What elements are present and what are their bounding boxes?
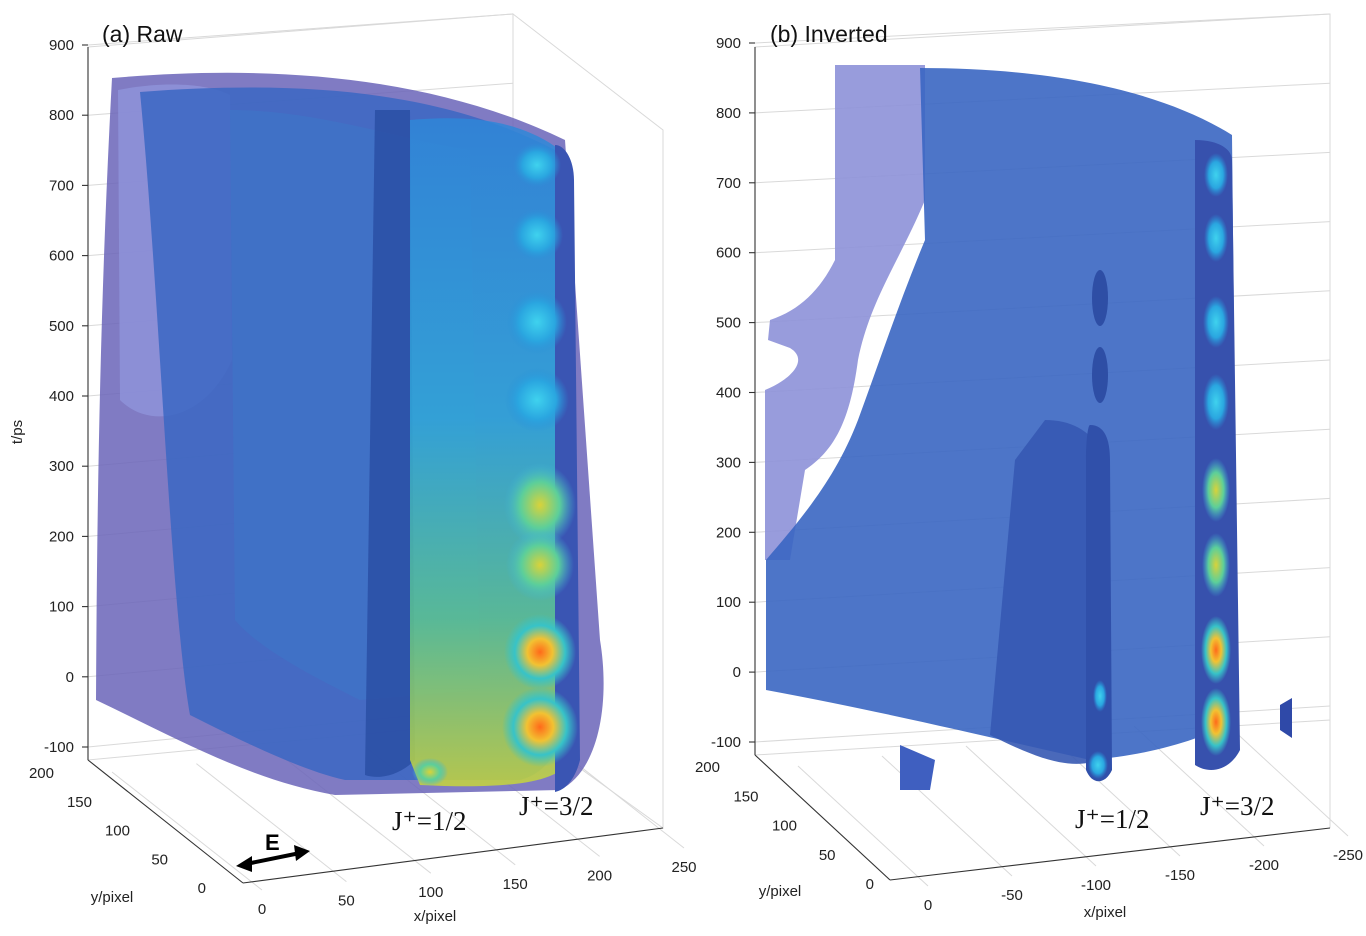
raw-t-tick-label: 100 bbox=[49, 599, 74, 616]
raw-t-tick-label: 400 bbox=[49, 388, 74, 405]
raw-y-tick-label: 200 bbox=[29, 765, 54, 782]
inv-x-tick-label: -100 bbox=[1081, 877, 1111, 894]
inv-x-tick-label: -250 bbox=[1333, 847, 1363, 864]
inv-t-tick-label: 900 bbox=[716, 35, 741, 52]
inv-x-tick-label: -150 bbox=[1165, 867, 1195, 884]
raw-y-tick-label: 50 bbox=[151, 851, 168, 868]
raw-t-tick-label: 200 bbox=[49, 528, 74, 545]
inv-x-gridline bbox=[797, 765, 929, 887]
inv-y-tick-label: 50 bbox=[819, 847, 836, 864]
raw-t-tick-label: 800 bbox=[49, 107, 74, 124]
inv-t-tick-label: 800 bbox=[716, 105, 741, 122]
raw-x-tick-label: 200 bbox=[587, 867, 612, 884]
raw-x-gridline bbox=[196, 763, 347, 882]
inv-x-tick-label: -50 bbox=[1001, 887, 1023, 904]
inv-x-gridline bbox=[965, 745, 1097, 867]
raw-y-tick-label: 100 bbox=[105, 823, 130, 840]
inv-annotation-j-three-half: J⁺=3/2 bbox=[1200, 791, 1275, 821]
panel-inverted-isosurface bbox=[765, 65, 1292, 790]
raw-x-tick-label: 250 bbox=[671, 859, 696, 876]
panel-raw-isosurface bbox=[96, 72, 604, 795]
inv-y-tick-label: 200 bbox=[695, 759, 720, 776]
inv-annotation-j-half: J⁺=1/2 bbox=[1075, 804, 1150, 834]
e-field-label: E bbox=[265, 830, 280, 855]
raw-y-tick-label: 150 bbox=[67, 794, 92, 811]
inv-t-tick-label: 600 bbox=[716, 245, 741, 262]
raw-x-tick-label: 0 bbox=[258, 901, 266, 918]
raw-t-tick-label: 0 bbox=[66, 669, 74, 686]
inv-y-tick-label: 100 bbox=[772, 818, 797, 835]
raw-x-tick-label: 150 bbox=[503, 876, 528, 893]
inv-x-axis-label: x/pixel bbox=[1084, 904, 1127, 921]
raw-annotation-j-three-half: J⁺=3/2 bbox=[519, 791, 594, 821]
raw-x-axis-label: x/pixel bbox=[414, 908, 457, 925]
inv-x-tick-label: 0 bbox=[924, 897, 932, 914]
inv-y-axis-label: y/pixel bbox=[759, 883, 802, 900]
inv-x-axis bbox=[889, 827, 1331, 881]
raw-y-axis bbox=[87, 759, 244, 884]
raw-y-tick-label: 0 bbox=[198, 880, 206, 897]
inv-t-tick-label: -100 bbox=[711, 734, 741, 751]
raw-x-gridline bbox=[111, 771, 263, 891]
raw-t-tick-label: 900 bbox=[49, 37, 74, 54]
inv-y-tick-label: 150 bbox=[733, 788, 758, 805]
inv-y-axis bbox=[754, 754, 891, 881]
panel-inverted: 9008007006005004003002001000-1000-50-100… bbox=[695, 13, 1363, 921]
e-field-arrow: E bbox=[236, 830, 310, 872]
raw-t-tick-label: 500 bbox=[49, 318, 74, 335]
raw-t-tick-label: -100 bbox=[44, 739, 74, 756]
raw-x-tick-label: 50 bbox=[338, 893, 355, 910]
raw-t-axis-label: t/ps bbox=[9, 420, 26, 444]
inv-x-tick-label: -200 bbox=[1249, 857, 1279, 874]
raw-hotspots bbox=[412, 143, 578, 786]
raw-annotation-j-half: J⁺=1/2 bbox=[392, 806, 467, 836]
inv-t-tick-label: 700 bbox=[716, 175, 741, 192]
raw-x-tick-label: 100 bbox=[418, 884, 443, 901]
inv-t-tick-label: 100 bbox=[716, 594, 741, 611]
inv-t-tick-label: 500 bbox=[716, 315, 741, 332]
panel-raw-title: (a) Raw bbox=[102, 21, 183, 47]
inv-t-tick-label: 300 bbox=[716, 454, 741, 471]
panel-inverted-title: (b) Inverted bbox=[770, 21, 888, 47]
inv-t-gridline bbox=[754, 13, 1331, 44]
raw-y-axis-label: y/pixel bbox=[91, 889, 134, 906]
inv-t-tick-label: 400 bbox=[716, 385, 741, 402]
raw-t-tick-label: 700 bbox=[49, 177, 74, 194]
raw-t-tick-label: 600 bbox=[49, 248, 74, 265]
inv-y-tick-label: 0 bbox=[866, 876, 874, 893]
raw-t-gridline bbox=[87, 13, 514, 46]
inv-t-tick-label: 200 bbox=[716, 524, 741, 541]
inv-t-tick-label: 0 bbox=[733, 664, 741, 681]
raw-t-tick-label: 300 bbox=[49, 458, 74, 475]
raw-x-axis bbox=[242, 827, 664, 884]
